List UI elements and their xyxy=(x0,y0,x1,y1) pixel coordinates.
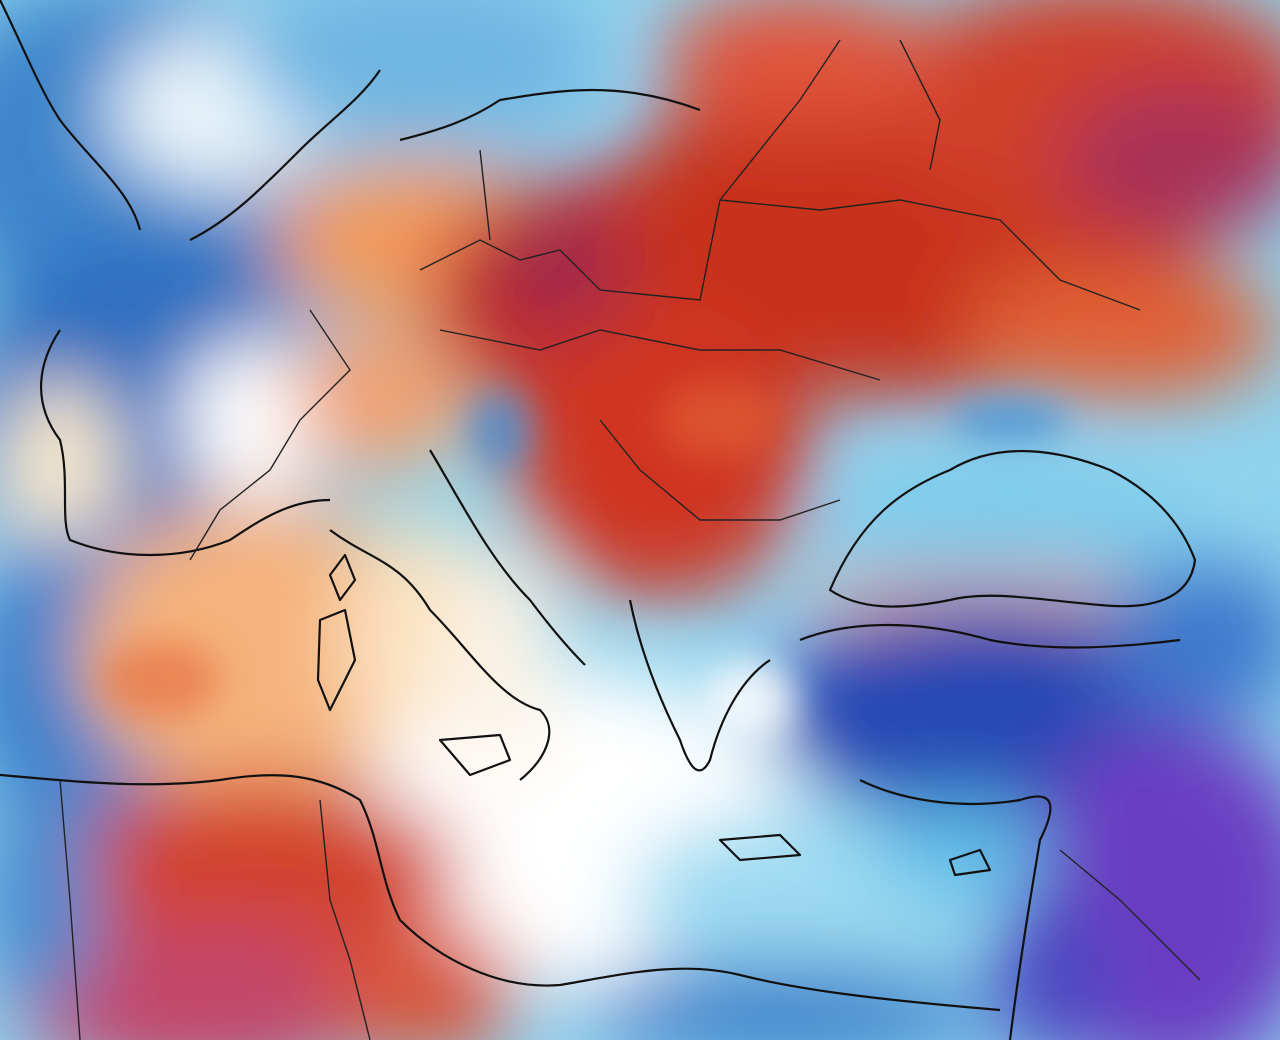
coastlines xyxy=(0,0,1197,1041)
borders xyxy=(59,39,1201,1041)
